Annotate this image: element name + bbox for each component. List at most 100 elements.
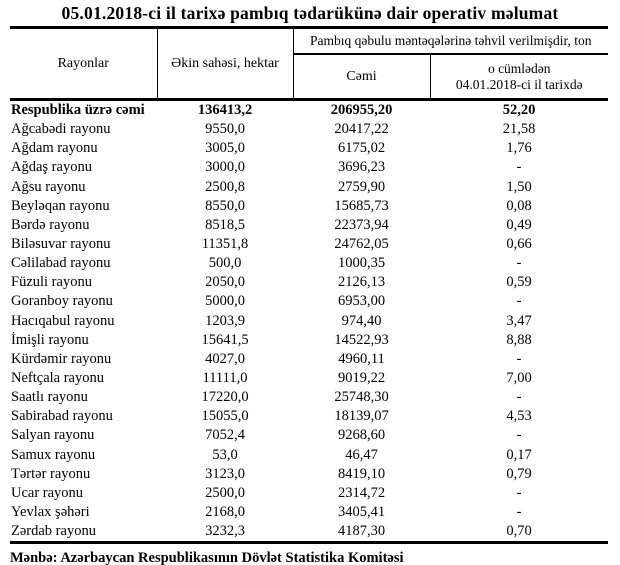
daily-delivered-cell: - [516,350,522,367]
table-row: Saatlı rayonu 17220,0 25748,30 - [10,388,608,407]
daily-delivered-cell: 0,79 [506,465,532,482]
table-row: Bərdə rayonu 8518,5 22373,94 0,49 [10,216,608,235]
district-name-cell: Neftçala rayonu [11,370,104,387]
total-delivered-cell: 206955,20 [330,102,393,119]
total-delivered-cell: 6953,00 [337,293,386,310]
sown-area-cell: 2500,0 [205,484,245,501]
total-delivered-cell: 22373,94 [334,216,389,233]
source-note: Mənbə: Azərbaycan Respublikasının Dövlət… [10,550,404,565]
daily-delivered-cell: 0,66 [506,236,532,253]
sown-area-cell: 2168,0 [205,504,245,521]
sown-area-cell: 4027,0 [205,350,245,367]
daily-delivered-cell: 7,00 [506,370,532,387]
o-cumleden-line2: 04.01.2018-ci il tarixdə [455,76,583,92]
cotton-procurement-table: Rayonlar Əkin sahəsi, hektar Pambıq qəbu… [10,26,608,544]
table-row: Goranboy rayonu 5000,0 6953,00 - [10,292,608,311]
district-name-cell: Ağdam rayonu [11,140,98,157]
sown-area-cell: 53,0 [212,446,238,463]
district-name-cell: Bərdə rayonu [11,216,90,233]
table-row: Zərdab rayonu 3232,3 4187,30 0,70 [10,522,608,543]
total-delivered-cell: 3696,23 [337,159,386,176]
total-delivered-cell: 8419,10 [337,465,386,482]
total-delivered-cell: 4187,30 [337,523,386,540]
district-name-cell: Zərdab rayonu [11,523,96,540]
daily-delivered-cell: 0,59 [506,274,532,291]
daily-delivered-cell: - [516,293,522,310]
daily-delivered-cell: - [516,159,522,176]
sown-area-cell: 17220,0 [201,389,249,406]
total-delivered-cell: 3405,41 [337,504,386,521]
daily-delivered-cell: - [516,389,522,406]
daily-delivered-cell: 8,88 [506,331,532,348]
sown-area-cell: 3232,3 [205,523,245,540]
daily-delivered-cell: 0,08 [506,197,532,214]
district-name-cell: Respublika üzrə cəmi [11,102,145,119]
table-body: Respublika üzrə cəmi 136413,2 206955,20 … [10,100,608,543]
table-row: Samux rayonu 53,0 46,47 0,17 [10,446,608,465]
district-name-cell: Sabirabad rayonu [11,408,113,425]
col-header-group-tehvil: Pambıq qəbulu məntəqələrinə təhvil veril… [293,27,608,55]
table-row: Hacıqabul rayonu 1203,9 974,40 3,47 [10,312,608,331]
sown-area-cell: 11351,8 [201,236,249,253]
total-delivered-cell: 974,40 [341,312,382,329]
district-name-cell: Kürdəmir rayonu [11,350,112,367]
sown-area-cell: 2050,0 [205,274,245,291]
total-delivered-cell: 18139,07 [334,408,389,425]
sown-area-cell: 3000,0 [205,159,245,176]
table-row: Ağsu rayonu 2500,8 2759,90 1,50 [10,178,608,197]
total-delivered-cell: 9268,60 [337,427,386,444]
sown-area-cell: 11111,0 [202,370,248,387]
table-row: Füzuli rayonu 2050,0 2126,13 0,59 [10,273,608,292]
daily-delivered-cell: - [516,255,522,272]
table-row: Ucar rayonu 2500,0 2314,72 - [10,484,608,503]
district-name-cell: Yevlax şəhəri [11,504,90,521]
daily-delivered-cell: - [516,484,522,501]
table-row: Kürdəmir rayonu 4027,0 4960,11 - [10,350,608,369]
col-header-o-cumleden: o cümlədən 04.01.2018-ci il tarixdə [430,54,608,100]
table-row: İmişli rayonu 15641,5 14522,93 8,88 [10,331,608,350]
total-delivered-cell: 20417,22 [334,121,389,138]
table-row: Ağcabədi rayonu 9550,0 20417,22 21,58 [10,120,608,139]
total-delivered-cell: 2126,13 [337,274,386,291]
daily-delivered-cell: 21,58 [502,121,536,138]
total-delivered-cell: 46,47 [345,446,378,463]
table-row: Beyləqan rayonu 8550,0 15685,73 0,08 [10,197,608,216]
sown-area-cell: 1203,9 [205,312,245,329]
daily-delivered-cell: 4,53 [506,408,532,425]
total-delivered-cell: 15685,73 [334,197,389,214]
col-header-rayonlar: Rayonlar [10,27,158,100]
daily-delivered-cell: 1,76 [506,140,532,157]
district-name-cell: Saatlı rayonu [11,389,88,406]
daily-delivered-cell: 0,17 [506,446,532,463]
district-name-cell: Samux rayonu [11,446,96,463]
table-row: Yevlax şəhəri 2168,0 3405,41 - [10,503,608,522]
daily-delivered-cell: - [516,504,522,521]
daily-delivered-cell: 0,49 [506,216,532,233]
sown-area-cell: 7052,4 [205,427,245,444]
total-delivered-cell: 6175,02 [337,140,386,157]
total-delivered-cell: 14522,93 [334,331,389,348]
district-name-cell: Ağdaş rayonu [11,159,92,176]
sown-area-cell: 5000,0 [205,293,245,310]
total-delivered-cell: 1000,35 [337,255,386,272]
district-name-cell: İmişli rayonu [11,331,89,348]
sown-area-cell: 8518,5 [205,216,245,233]
col-header-ekin-sahesi: Əkin sahəsi, hektar [157,27,294,100]
district-name-cell: Ağsu rayonu [11,178,86,195]
total-delivered-cell: 9019,22 [337,370,386,387]
district-name-cell: Hacıqabul rayonu [11,312,115,329]
table-row: Ağdam rayonu 3005,0 6175,02 1,76 [10,139,608,158]
daily-delivered-cell: 3,47 [506,312,532,329]
table-row: Neftçala rayonu 11111,0 9019,22 7,00 [10,369,608,388]
table-row: Tərtər rayonu 3123,0 8419,10 0,79 [10,465,608,484]
district-name-cell: Füzuli rayonu [11,274,92,291]
total-delivered-cell: 24762,05 [334,236,389,253]
sown-area-cell: 15055,0 [201,408,249,425]
daily-delivered-cell: - [516,427,522,444]
total-delivered-cell: 4960,11 [338,350,385,367]
district-name-cell: Salyan rayonu [11,427,95,444]
table-row: Salyan rayonu 7052,4 9268,60 - [10,426,608,445]
total-delivered-cell: 25748,30 [334,389,389,406]
sown-area-cell: 3005,0 [205,140,245,157]
